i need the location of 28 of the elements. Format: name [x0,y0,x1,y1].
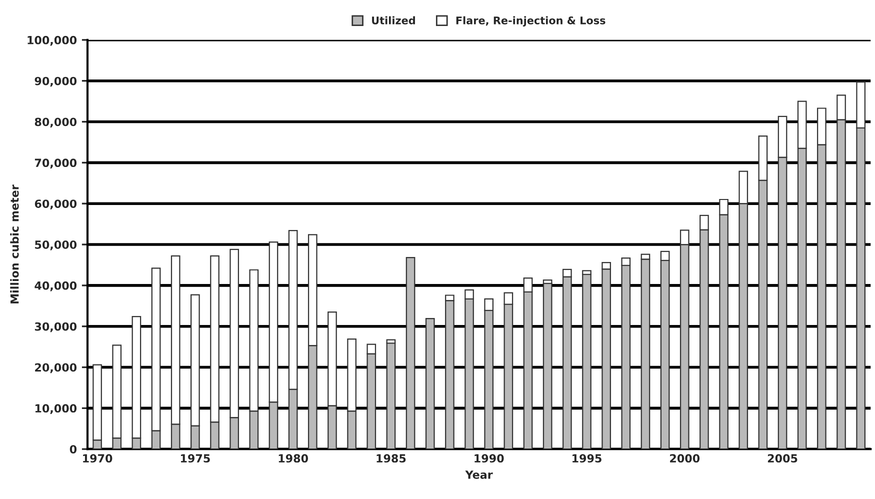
bar [425,318,435,450]
y-tick-label: 80,000 [34,118,77,128]
bar [542,282,552,450]
y-tick-label: 70,000 [34,158,77,168]
y-tick-label: 10,000 [35,404,77,414]
y-tick-label: 50,000 [35,240,77,250]
bar [406,257,416,450]
legend-label: Flare, Re-injection & Loss [456,16,606,26]
legend-label: Utilized [372,16,415,24]
x-tick-label: 2005 [768,454,798,463]
y-tick-label: 100,000 [28,36,77,46]
x-tick-label: 1995 [572,454,602,463]
bar [582,274,592,450]
x-tick-label: 1980 [278,454,308,463]
x-tick-label: 1970 [83,454,112,463]
x-tick-label: 1990 [474,454,504,463]
y-axis-title: Million cubic meter [10,184,19,304]
y-tick-label: 90,000 [34,76,77,87]
x-tick-label: 2000 [670,454,700,463]
x-tick-label: 1975 [180,454,210,463]
y-tick-label: 60,000 [34,200,77,210]
bar [386,342,396,450]
y-tick-label: 20,000 [35,363,77,374]
x-axis-title: Year [465,470,493,479]
y-tick-label: 30,000 [34,322,77,332]
y-tick-label: 40,000 [34,281,77,292]
x-tick-label: 1985 [376,454,406,463]
y-tick-label: 0 [70,445,77,454]
